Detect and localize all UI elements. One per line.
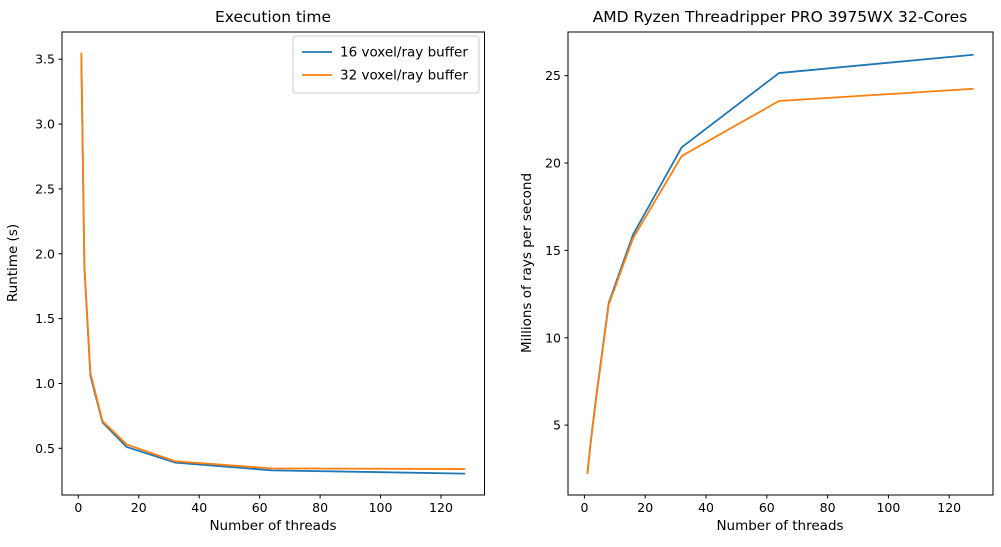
legend-box	[292, 35, 480, 94]
series-line	[586, 87, 974, 475]
y-tick-label: 2.0	[35, 246, 55, 261]
x-tick-label: 40	[698, 500, 714, 515]
series-line	[80, 52, 466, 470]
axes-rays-per-second: 0 20 40 60 80 100 120 5 10 15 20 25	[545, 31, 994, 515]
series-line	[80, 56, 466, 475]
chart-title: Execution time	[215, 8, 331, 26]
y-tick-label: 5	[553, 418, 561, 433]
x-tick-label: 120	[429, 500, 453, 515]
y-axis-label: Runtime (s)	[5, 224, 21, 302]
x-axis-label: Number of threads	[716, 518, 843, 534]
y-tick-label: 25	[545, 68, 561, 83]
axes-frame	[567, 31, 994, 496]
y-tick-label: 3.5	[35, 52, 55, 67]
x-tick-label: 0	[74, 500, 82, 515]
legend: 16 voxel/ray buffer 32 voxel/ray buffer	[292, 35, 480, 94]
y-tick-label: 0.5	[35, 441, 55, 456]
legend-label-16: 16 voxel/ray buffer	[340, 45, 468, 61]
x-tick-label: 80	[312, 500, 328, 515]
chart-title: AMD Ryzen Threadripper PRO 3975WX 32-Cor…	[593, 8, 968, 26]
x-tick-label: 120	[937, 500, 961, 515]
x-tick-label: 80	[820, 500, 836, 515]
x-tick-label: 40	[191, 500, 207, 515]
axes-frame	[61, 31, 485, 496]
x-tick-label: 20	[637, 500, 653, 515]
y-tick-label: 2.5	[35, 181, 55, 196]
y-tick-label: 10	[545, 330, 561, 345]
series-line	[586, 53, 974, 474]
x-tick-label: 60	[759, 500, 775, 515]
chart-execution-time: 0 20 40 60 80 100 120 0.5 1.0 1.5 2.0 2.5 3.0 3.5 Exe…	[5, 8, 485, 534]
chart-rays-per-second: 0 20 40 60 80 100 120 5 10 15 20 25 AMD Ryzen Threa…	[519, 8, 994, 534]
x-tick-label: 100	[876, 500, 900, 515]
y-axis-label: Millions of rays per second	[519, 173, 535, 353]
y-tick-label: 1.5	[35, 311, 55, 326]
y-tick-label: 1.0	[35, 376, 55, 391]
x-tick-label: 20	[131, 500, 147, 515]
y-tick-label: 20	[545, 156, 561, 171]
axes-execution-time: 0 20 40 60 80 100 120 0.5 1.0 1.5 2.0 2.5 3.0 3.5	[35, 31, 485, 515]
y-tick-label: 3.0	[35, 117, 55, 132]
x-tick-label: 100	[369, 500, 393, 515]
x-tick-label: 60	[252, 500, 268, 515]
y-tick-label: 15	[545, 243, 561, 258]
x-axis-label: Number of threads	[209, 518, 336, 534]
x-tick-label: 0	[580, 500, 588, 515]
legend-label-32: 32 voxel/ray buffer	[340, 68, 468, 84]
